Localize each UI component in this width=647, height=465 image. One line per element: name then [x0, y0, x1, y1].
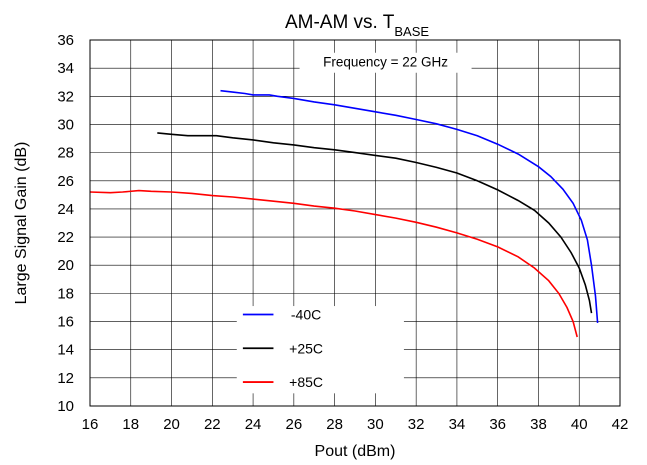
- x-axis-label: Pout (dBm): [315, 443, 396, 460]
- y-tick-label: 32: [57, 88, 74, 105]
- y-tick-label: 24: [57, 201, 74, 218]
- legend-label: +25C: [289, 340, 323, 356]
- y-tick-label: 26: [57, 173, 74, 190]
- legend-label: +85C: [289, 374, 323, 390]
- y-tick-label: 16: [57, 314, 74, 331]
- y-tick-label: 20: [57, 257, 74, 274]
- annotation-background: [299, 52, 472, 73]
- x-axis-ticks: 16 18 20 22 24 26 28 30 32 34 36 38 40 42: [82, 416, 629, 433]
- legend: -40C +25C +85C: [236, 306, 404, 394]
- y-tick-label: 34: [57, 60, 74, 77]
- chart-title: AM-AM vs. TBASE: [285, 12, 429, 39]
- plot-frame: [89, 39, 621, 407]
- x-tick-label: 28: [326, 416, 343, 433]
- annotation-box: Frequency = 22 GHz: [299, 52, 472, 73]
- y-tick-label: 36: [57, 32, 74, 49]
- series-layer: [89, 89, 599, 338]
- x-tick-label: 42: [612, 416, 629, 433]
- legend-background: [236, 306, 404, 394]
- series-line-2: [157, 132, 593, 314]
- x-tick-label: 38: [530, 416, 547, 433]
- y-tick-label: 14: [57, 342, 74, 359]
- y-tick-label: 22: [57, 229, 74, 246]
- x-tick-label: 20: [163, 416, 180, 433]
- x-tick-label: 30: [367, 416, 384, 433]
- series-line-1: [220, 89, 599, 323]
- frequency-annotation: Frequency = 22 GHz: [323, 55, 448, 70]
- x-tick-label: 22: [204, 416, 221, 433]
- x-tick-label: 24: [245, 416, 262, 433]
- y-tick-label: 30: [57, 116, 74, 133]
- series-line-3: [89, 189, 578, 338]
- legend-label: -40C: [291, 307, 321, 323]
- x-tick-label: 26: [286, 416, 303, 433]
- y-tick-label: 10: [57, 398, 74, 415]
- y-tick-label: 28: [57, 145, 74, 162]
- x-tick-label: 36: [489, 416, 506, 433]
- y-axis-label: Large Signal Gain (dB): [13, 142, 30, 305]
- x-tick-label: 18: [122, 416, 139, 433]
- y-tick-label: 18: [57, 285, 74, 302]
- x-tick-label: 32: [408, 416, 425, 433]
- y-axis-ticks: 10 12 14 16 18 20 22 24 26 28 30 32 34 36: [57, 32, 74, 415]
- x-tick-label: 16: [82, 416, 99, 433]
- y-tick-label: 12: [57, 370, 74, 387]
- x-tick-label: 34: [449, 416, 466, 433]
- x-tick-label: 40: [571, 416, 588, 433]
